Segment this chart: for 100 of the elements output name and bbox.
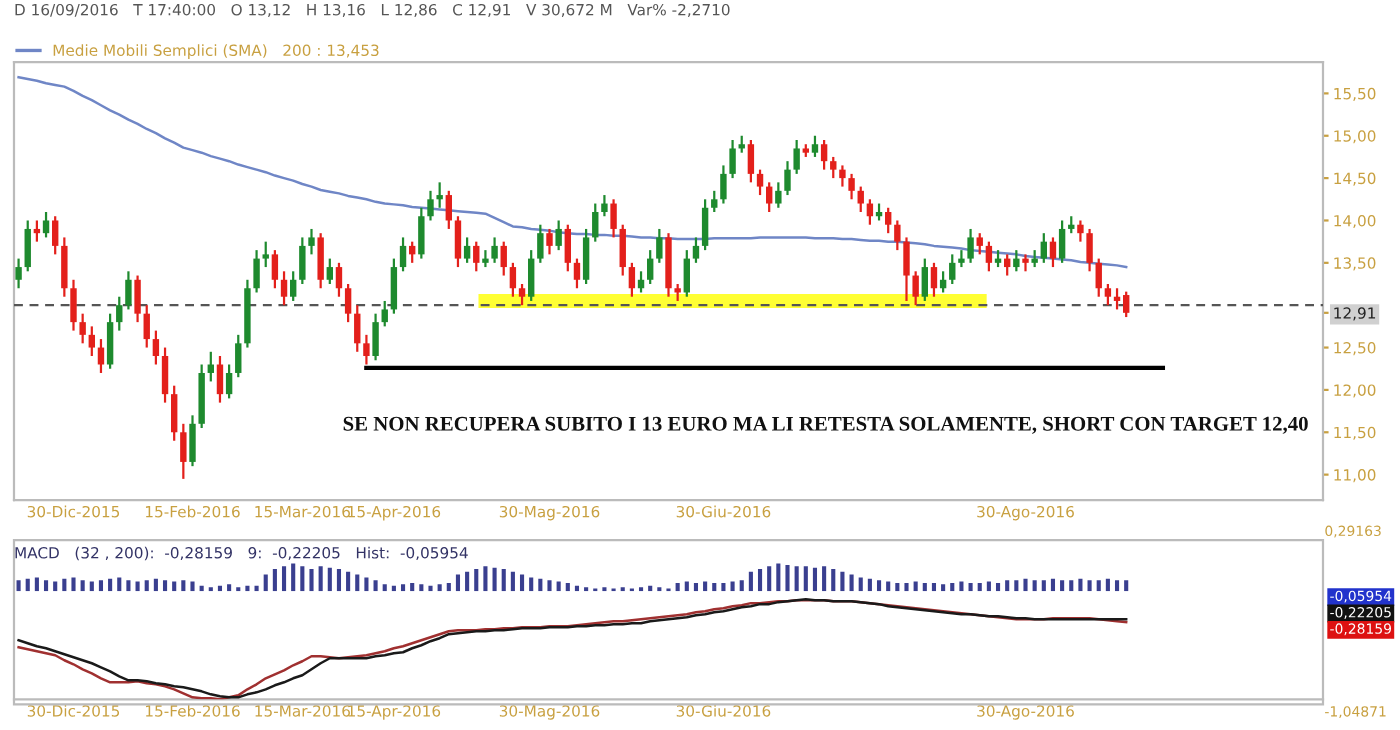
bar	[785, 564, 790, 592]
candlestick	[79, 312, 86, 345]
bar	[455, 574, 461, 592]
candlestick	[1022, 253, 1029, 273]
candlestick	[848, 172, 855, 201]
candlestick	[61, 236, 68, 298]
candlestick	[985, 240, 993, 273]
candlestick	[1077, 219, 1084, 243]
candlestick	[463, 236, 471, 264]
candlestick	[134, 274, 141, 324]
candlestick	[857, 185, 864, 214]
bar	[1096, 580, 1101, 592]
bar	[968, 582, 973, 592]
bar	[895, 582, 900, 592]
candlestick	[116, 295, 123, 332]
bar	[693, 582, 699, 592]
candlestick	[344, 282, 352, 324]
candlestick	[500, 240, 507, 277]
candlestick	[775, 181, 782, 209]
bar	[1114, 580, 1120, 592]
candlestick	[711, 189, 718, 214]
bar	[519, 574, 525, 592]
bar	[71, 577, 76, 592]
bar	[25, 578, 30, 592]
candlestick	[811, 134, 819, 159]
candlestick	[381, 299, 388, 328]
bar	[1105, 578, 1110, 592]
bar	[950, 582, 955, 592]
candlestick	[592, 202, 599, 243]
candlestick	[729, 138, 736, 180]
bar	[272, 569, 277, 592]
candlestick	[1122, 290, 1130, 319]
candlestick	[491, 236, 498, 264]
candlestick	[1013, 249, 1020, 273]
candlestick	[1095, 257, 1102, 298]
bar	[162, 580, 168, 592]
bar	[483, 566, 488, 592]
candlestick	[756, 168, 764, 197]
bar	[922, 582, 927, 592]
candlestick	[903, 236, 910, 303]
candlestick	[372, 312, 379, 362]
candlestick	[509, 261, 517, 298]
candlestick	[747, 138, 755, 184]
bar	[492, 567, 497, 592]
bar	[98, 580, 104, 592]
bar	[803, 566, 808, 592]
candlestick	[473, 240, 480, 273]
bar	[43, 580, 49, 592]
candlestick	[527, 249, 535, 303]
bar	[309, 569, 314, 592]
bar	[529, 577, 534, 592]
candlestick	[445, 189, 453, 231]
bar	[34, 577, 39, 592]
candlestick	[976, 232, 983, 256]
candlestick	[912, 270, 919, 307]
candlestick	[235, 333, 242, 379]
candlestick	[15, 257, 22, 290]
bar	[739, 580, 744, 592]
bar	[748, 571, 753, 592]
bar	[53, 581, 58, 592]
bar	[410, 582, 415, 592]
bar	[291, 563, 296, 592]
candlestick	[765, 181, 773, 214]
bar	[172, 581, 177, 592]
bar	[556, 581, 561, 592]
bar	[913, 581, 918, 592]
bar	[62, 578, 67, 592]
bar	[281, 566, 287, 592]
bar	[1069, 580, 1074, 592]
bar	[776, 563, 781, 592]
candlestick	[656, 227, 663, 264]
annotation: SE NON RECUPERA SUBITO I 13 EURO MA LI RETESTA SOLAMENTE, SHORT CON TARGET 12,40	[343, 416, 1308, 434]
bar	[876, 580, 882, 592]
candlestick	[884, 206, 892, 235]
candlestick	[921, 257, 929, 303]
bar	[400, 584, 406, 592]
candlestick	[216, 354, 224, 404]
bar	[446, 582, 451, 592]
candlestick	[573, 257, 581, 290]
bar	[712, 582, 717, 592]
candlestick	[170, 384, 178, 442]
candlestick	[161, 346, 169, 404]
bar	[858, 577, 863, 592]
bar	[126, 580, 131, 592]
candlestick	[1086, 227, 1093, 273]
candlestick	[427, 189, 434, 222]
bar	[767, 566, 772, 592]
bar	[986, 581, 991, 592]
bar	[89, 581, 94, 592]
bar	[373, 580, 378, 592]
candlestick	[436, 181, 443, 209]
bar	[794, 566, 799, 592]
bar	[1014, 580, 1019, 592]
bar	[977, 582, 982, 592]
candlestick	[51, 215, 59, 256]
candlestick	[280, 270, 288, 307]
candlestick	[1058, 219, 1066, 264]
bar	[108, 578, 113, 592]
candlestick	[683, 249, 691, 298]
bar	[721, 582, 726, 592]
